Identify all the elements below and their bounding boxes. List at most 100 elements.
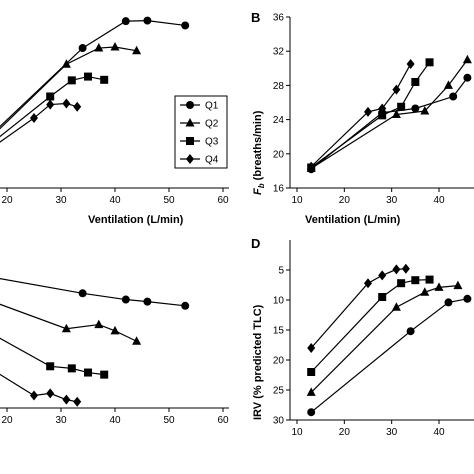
series-line xyxy=(310,59,468,169)
series-q3 xyxy=(307,275,434,376)
data-point-diamond xyxy=(401,263,410,274)
series-q2 xyxy=(306,280,463,396)
data-point-square xyxy=(67,364,76,373)
data-point-triangle xyxy=(94,319,104,329)
data-point-circle xyxy=(463,294,472,303)
x-axis-label-a: Ventilation (L/min) xyxy=(88,214,184,226)
data-point-diamond xyxy=(406,59,415,70)
data-point-diamond xyxy=(378,103,387,114)
data-point-square xyxy=(307,368,316,376)
y-tick-label: 30 xyxy=(273,416,285,427)
data-point-square xyxy=(100,75,109,84)
data-point-diamond xyxy=(30,113,38,124)
x-tick-label: 40 xyxy=(109,415,121,426)
data-point-triangle xyxy=(110,325,120,335)
series-q4 xyxy=(0,373,82,407)
series-q2 xyxy=(0,41,142,130)
panel-d: 10 20 30 40 5 10 15 20 25 30 xyxy=(273,240,474,438)
legend-item: Q1 xyxy=(180,101,219,112)
y-axis-label-d: IRV (% predicted TLC) xyxy=(252,304,264,420)
data-point-triangle xyxy=(61,323,71,333)
data-point-triangle xyxy=(61,59,71,68)
data-point-diamond xyxy=(364,278,372,289)
panel-b-label: B xyxy=(251,10,260,25)
y-axis-label-b-sub: b xyxy=(257,183,266,188)
y-tick-label: 16 xyxy=(273,184,285,195)
data-point-circle xyxy=(121,295,130,304)
data-point-triangle xyxy=(132,45,142,55)
series-q1 xyxy=(307,294,472,417)
data-point-diamond xyxy=(46,388,55,399)
data-point-square xyxy=(67,76,76,85)
data-point-circle xyxy=(307,408,316,417)
series-q3 xyxy=(0,72,109,138)
y-tick-label: 25 xyxy=(273,386,285,397)
y-tick-label: 10 xyxy=(273,296,285,307)
x-tick-label: 30 xyxy=(386,195,398,206)
x-axis-label-b: Ventilation (L/min) xyxy=(305,214,401,226)
y-tick-label: 36 xyxy=(273,13,285,24)
series-line xyxy=(0,102,78,143)
legend-item: Q2 xyxy=(180,118,219,130)
series-q4 xyxy=(307,263,410,353)
legend-label: Q1 xyxy=(205,101,219,112)
data-point-circle xyxy=(444,298,453,307)
legend: Q1 Q2 Q3 Q4 xyxy=(174,95,228,169)
x-tick-label: 30 xyxy=(55,415,67,426)
y-axis-label-b-rest: (breaths/min) xyxy=(252,110,264,183)
data-point-diamond xyxy=(392,84,401,95)
x-tick-label: 20 xyxy=(339,195,351,206)
y-tick-label: 24 xyxy=(273,115,285,126)
x-tick-label: 20 xyxy=(339,427,351,438)
svg-text:Fb (breaths/min): Fb (breaths/min) xyxy=(252,110,266,195)
panel-d-label: D xyxy=(251,236,260,251)
y-tick-label: 28 xyxy=(273,81,285,92)
data-point-triangle xyxy=(453,280,463,290)
data-point-diamond xyxy=(73,396,82,407)
series-line xyxy=(310,298,468,413)
data-point-circle xyxy=(143,297,152,306)
data-point-square xyxy=(84,368,92,377)
x-tick-label: 40 xyxy=(433,427,445,438)
panel-a: 20 30 40 50 60 Q1 Q2 Q3 Q4 xyxy=(0,16,229,206)
data-point-triangle xyxy=(420,287,430,296)
panel-c: 20 30 40 50 60 xyxy=(0,278,229,426)
x-tick-label: 30 xyxy=(55,195,67,206)
x-tick-label: 10 xyxy=(291,195,303,206)
data-point-square xyxy=(378,293,387,301)
data-point-square xyxy=(378,111,387,120)
x-tick-label: 40 xyxy=(433,195,445,206)
data-point-circle xyxy=(78,44,87,53)
legend-item: Q3 xyxy=(180,137,219,148)
data-point-diamond xyxy=(73,101,82,112)
data-point-diamond xyxy=(62,98,71,109)
data-point-diamond xyxy=(364,106,372,117)
series-line xyxy=(310,77,468,170)
data-point-circle xyxy=(411,104,420,113)
data-point-square xyxy=(411,77,420,86)
series-line xyxy=(0,75,105,138)
x-tick-label: 10 xyxy=(291,427,303,438)
data-point-circle xyxy=(143,16,152,25)
data-point-circle xyxy=(121,17,130,26)
x-tick-label: 50 xyxy=(163,195,175,206)
series-q3 xyxy=(0,337,109,379)
legend-marker-square xyxy=(186,137,194,145)
legend-marker-triangle xyxy=(185,118,195,127)
y-axis-label-b: Fb (breaths/min) xyxy=(252,110,266,195)
data-point-square xyxy=(46,362,55,371)
data-point-triangle xyxy=(391,302,401,311)
x-tick-label: 60 xyxy=(217,195,229,206)
data-point-circle xyxy=(181,301,190,310)
data-point-triangle xyxy=(94,43,104,52)
x-tick-label: 20 xyxy=(1,415,13,426)
y-tick-label: 20 xyxy=(273,356,285,367)
series-line xyxy=(310,285,458,393)
series-line xyxy=(310,268,406,349)
panel-b: 10 20 30 40 16 20 24 28 32 36 xyxy=(273,13,474,206)
data-point-circle xyxy=(449,92,458,101)
data-point-square xyxy=(425,58,434,67)
series-q3 xyxy=(307,58,434,172)
data-point-diamond xyxy=(46,99,55,110)
